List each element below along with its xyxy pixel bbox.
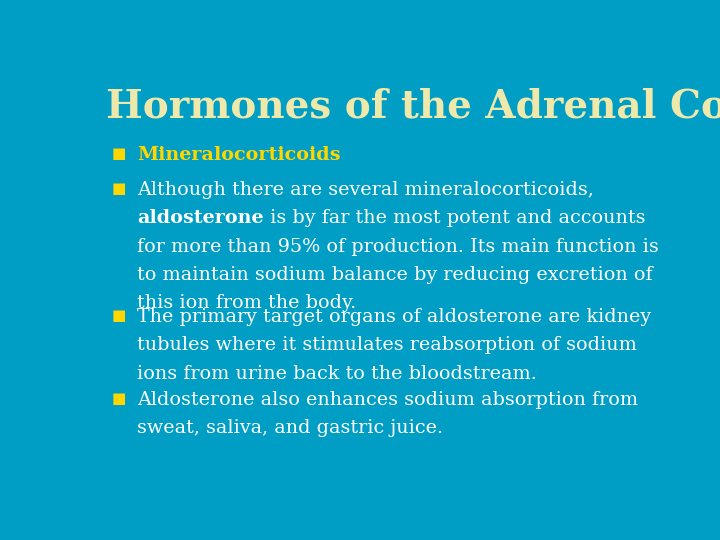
Text: is by far the most potent and accounts: is by far the most potent and accounts — [264, 210, 646, 227]
Text: ■: ■ — [111, 146, 125, 161]
Text: aldosterone: aldosterone — [138, 210, 264, 227]
Text: Mineralocorticoids: Mineralocorticoids — [138, 146, 341, 164]
Text: ions from urine back to the bloodstream.: ions from urine back to the bloodstream. — [138, 364, 537, 383]
Text: Aldosterone also enhances sodium absorption from: Aldosterone also enhances sodium absorpt… — [138, 391, 639, 409]
Text: to maintain sodium balance by reducing excretion of: to maintain sodium balance by reducing e… — [138, 266, 653, 284]
Text: sweat, saliva, and gastric juice.: sweat, saliva, and gastric juice. — [138, 420, 444, 437]
Text: ■: ■ — [111, 181, 125, 196]
Text: for more than 95% of production. Its main function is: for more than 95% of production. Its mai… — [138, 238, 660, 256]
Text: Although there are several mineralocorticoids,: Although there are several mineralocorti… — [138, 181, 594, 199]
Text: ■: ■ — [111, 391, 125, 406]
Text: tubules where it stimulates reabsorption of sodium: tubules where it stimulates reabsorption… — [138, 336, 637, 354]
Text: this ion from the body.: this ion from the body. — [138, 294, 356, 312]
Text: The primary target organs of aldosterone are kidney: The primary target organs of aldosterone… — [138, 308, 652, 326]
Text: ■: ■ — [111, 308, 125, 323]
Text: Hormones of the Adrenal Cortex: Hormones of the Adrenal Cortex — [106, 87, 720, 126]
